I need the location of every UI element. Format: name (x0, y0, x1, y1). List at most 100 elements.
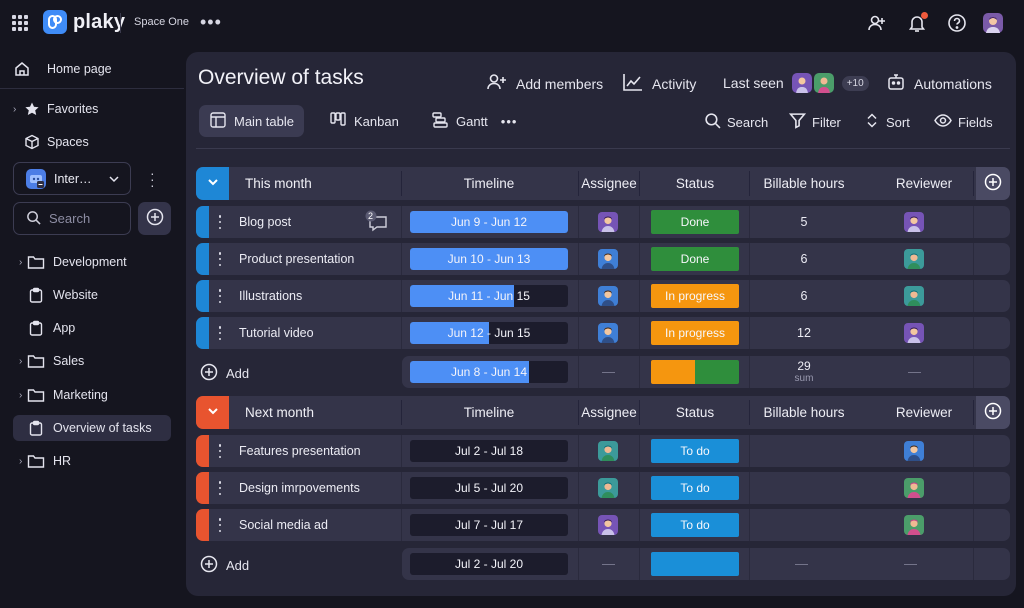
sidebar-item-hr[interactable]: › HR (13, 448, 171, 474)
group-title[interactable]: This month (245, 176, 312, 191)
column-header[interactable]: Billable hours (763, 176, 845, 191)
tab-gantt[interactable]: Gantt ••• (421, 105, 527, 137)
search-button[interactable]: Search (704, 112, 768, 132)
reviewer-avatar[interactable] (904, 212, 924, 232)
row-menu-icon[interactable] (218, 518, 222, 532)
sidebar-item-spaces[interactable]: Spaces (13, 129, 171, 155)
invite-user-icon[interactable] (866, 12, 888, 34)
task-name[interactable]: Illustrations (239, 289, 303, 303)
add-members-button[interactable]: Add members (486, 72, 603, 95)
add-task-button[interactable]: Add (200, 555, 249, 576)
group-title[interactable]: Next month (245, 405, 315, 420)
billable-hours[interactable]: 12 (797, 326, 811, 340)
timeline-bar[interactable]: Jun 11 - Jun 15 (410, 285, 568, 307)
sidebar-item-website[interactable]: Website (13, 282, 171, 308)
tab-kanban[interactable]: Kanban (319, 105, 409, 137)
status-badge[interactable]: Done (651, 247, 739, 271)
task-name[interactable]: Blog post (239, 215, 292, 229)
timeline-bar[interactable]: Jul 5 - Jul 20 (410, 477, 568, 499)
sidebar-search-input[interactable]: Search (13, 202, 131, 235)
table-row[interactable]: Features presentation Jul 2 - Jul 18 To do (196, 435, 1010, 467)
reviewer-avatar[interactable] (904, 286, 924, 306)
sidebar-item-favorites[interactable]: › Favorites (13, 96, 171, 122)
sidebar-item-sales[interactable]: › Sales (13, 348, 171, 374)
timeline-bar[interactable]: Jul 2 - Jul 18 (410, 440, 568, 462)
assignee-avatar[interactable] (598, 286, 618, 306)
sidebar-item-marketing[interactable]: › Marketing (13, 382, 171, 408)
assignee-avatar[interactable] (598, 441, 618, 461)
add-button[interactable] (138, 202, 171, 235)
column-header[interactable]: Status (675, 176, 715, 191)
column-header[interactable]: Reviewer (895, 176, 953, 191)
timeline-bar[interactable]: Jun 10 - Jun 13 (410, 248, 568, 270)
column-header[interactable]: Status (675, 405, 715, 420)
space-name[interactable]: Space One (134, 16, 190, 28)
more-options-icon[interactable]: ••• (200, 12, 222, 32)
sidebar-item-app[interactable]: App (13, 315, 171, 341)
reviewer-avatar[interactable] (904, 515, 924, 535)
table-row[interactable]: Product presentation Jun 10 - Jun 13 Done 6 (196, 243, 1010, 275)
column-header[interactable]: Assignee (581, 176, 637, 191)
add-column-button[interactable] (976, 396, 1010, 429)
status-badge[interactable]: Done (651, 210, 739, 234)
table-row[interactable]: Tutorial video Jun 12 - Jun 15 In progress… (196, 317, 1010, 349)
billable-hours[interactable]: 6 (800, 289, 808, 303)
status-badge[interactable]: To do (651, 439, 739, 463)
table-row[interactable]: Blog post 2 Jun 9 - Jun 12 Done 5 (196, 206, 1010, 238)
tab-main-table[interactable]: Main table (199, 105, 304, 137)
column-header[interactable]: Timeline (463, 405, 515, 420)
row-menu-icon[interactable] (218, 444, 222, 458)
workspace-select[interactable]: Inter… (13, 162, 131, 195)
assignee-avatar[interactable] (598, 478, 618, 498)
column-header[interactable]: Billable hours (763, 405, 845, 420)
timeline-bar[interactable]: Jun 12 - Jun 15 (410, 322, 568, 344)
assignee-avatar[interactable] (598, 212, 618, 232)
table-row[interactable]: Illustrations Jun 11 - Jun 15 In progress 6 (196, 280, 1010, 312)
table-row[interactable]: Design imrpovements Jul 5 - Jul 20 To do (196, 472, 1010, 504)
task-name[interactable]: Tutorial video (239, 326, 314, 340)
fields-button[interactable]: Fields (934, 112, 993, 132)
task-name[interactable]: Features presentation (239, 444, 361, 458)
last-seen[interactable]: Last seen +10 (723, 73, 869, 93)
task-name[interactable]: Social media ad (239, 518, 328, 532)
automations-button[interactable]: Automations (886, 72, 992, 95)
status-badge[interactable]: To do (651, 513, 739, 537)
row-menu-icon[interactable] (218, 481, 222, 495)
reviewer-avatar[interactable] (904, 441, 924, 461)
row-menu-icon[interactable] (218, 215, 222, 229)
row-menu-icon[interactable] (218, 289, 222, 303)
plaky-logo[interactable]: plaky (43, 10, 125, 34)
row-menu-icon[interactable] (218, 326, 222, 340)
assignee-avatar[interactable] (598, 249, 618, 269)
timeline-bar[interactable]: Jul 7 - Jul 17 (410, 514, 568, 536)
add-column-button[interactable] (976, 167, 1010, 200)
sidebar-item-overview-of-tasks[interactable]: Overview of tasks (13, 415, 171, 441)
reviewer-avatar[interactable] (904, 249, 924, 269)
status-badge[interactable]: To do (651, 476, 739, 500)
add-task-button[interactable]: Add (200, 363, 249, 384)
sort-button[interactable]: Sort (864, 112, 910, 132)
column-header[interactable]: Timeline (463, 176, 515, 191)
group-collapse-button[interactable] (196, 396, 229, 429)
comment-icon[interactable]: 2 (364, 210, 390, 234)
column-header[interactable]: Assignee (581, 405, 637, 420)
help-icon[interactable] (946, 12, 968, 34)
billable-hours[interactable]: 5 (800, 215, 808, 229)
more-views-icon[interactable]: ••• (500, 113, 518, 129)
status-badge[interactable]: In progress (651, 321, 739, 345)
task-name[interactable]: Product presentation (239, 252, 355, 266)
assignee-avatar[interactable] (598, 323, 618, 343)
task-name[interactable]: Design imrpovements (239, 481, 360, 495)
assignee-avatar[interactable] (598, 515, 618, 535)
status-badge[interactable]: In progress (651, 284, 739, 308)
bell-icon[interactable] (906, 12, 928, 34)
reviewer-avatar[interactable] (904, 323, 924, 343)
activity-button[interactable]: Activity (622, 72, 696, 95)
app-grid-icon[interactable] (12, 15, 28, 31)
user-avatar[interactable] (982, 12, 1004, 34)
sidebar-item-development[interactable]: › Development (13, 249, 171, 275)
sidebar-item-home[interactable]: Home page (13, 56, 171, 82)
filter-button[interactable]: Filter (788, 112, 841, 132)
timeline-bar[interactable]: Jun 9 - Jun 12 (410, 211, 568, 233)
billable-hours[interactable]: 6 (800, 252, 808, 266)
